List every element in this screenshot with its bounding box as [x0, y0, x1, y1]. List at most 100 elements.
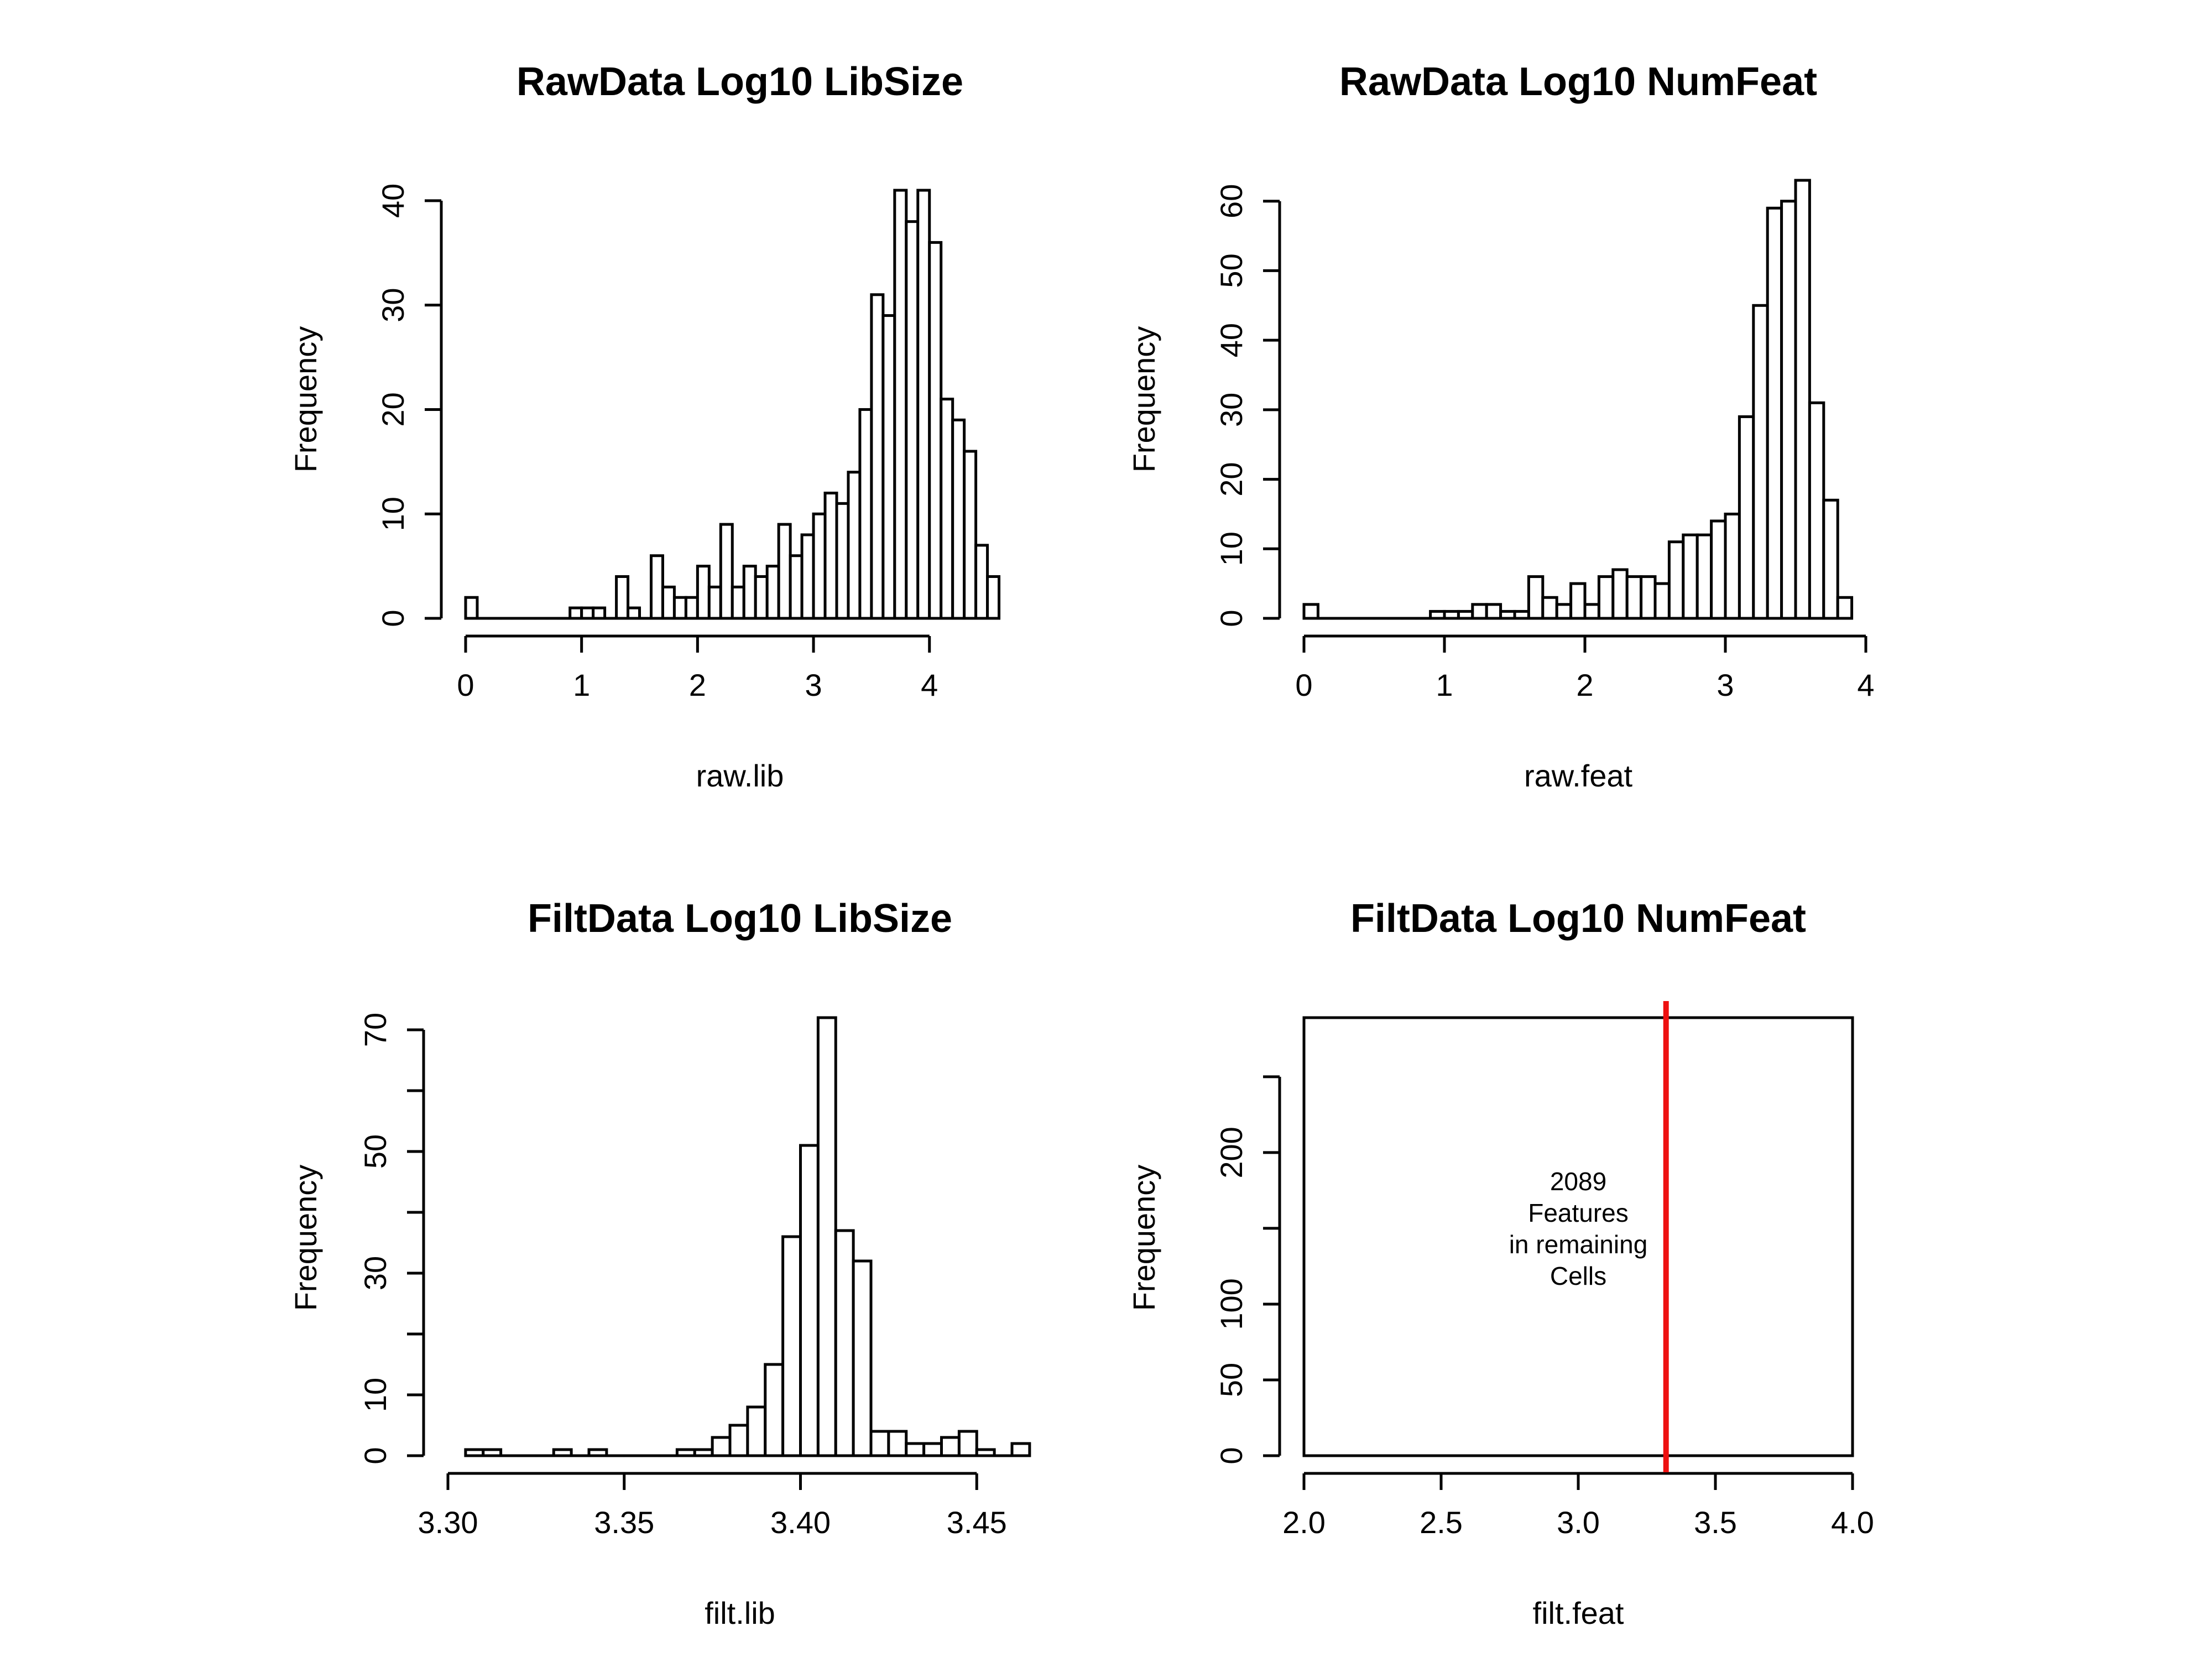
histogram-bar [975, 1448, 996, 1457]
annotation-line: Cells [1550, 1262, 1606, 1290]
y-axis: 0 50 100 200 [1214, 1075, 1281, 1465]
histogram-bar [1597, 575, 1615, 620]
annotation-line: Features [1528, 1199, 1629, 1227]
histogram-bar [1569, 582, 1587, 620]
y-axis-label: Frequency [288, 326, 323, 473]
x-axis: 3.30 3.35 3.40 3.45 [418, 1472, 1007, 1540]
chart-title: FiltData Log10 NumFeat [1350, 897, 1806, 941]
y-tick-label: 40 [375, 184, 410, 218]
histogram-bar [858, 408, 873, 620]
histogram-bar [812, 512, 827, 620]
histogram-bar [1822, 498, 1839, 620]
histogram-bar [587, 1448, 608, 1457]
histogram-bar [922, 1442, 943, 1457]
x-axis-label: raw.feat [1524, 758, 1633, 793]
y-tick-label: 30 [375, 288, 410, 322]
histogram-bar [887, 1430, 908, 1457]
histogram-bar [1640, 575, 1657, 620]
histogram-bar [940, 1436, 961, 1457]
x-tick-label: 3.40 [770, 1505, 831, 1540]
histogram-bars [1302, 1016, 1854, 1457]
histogram-bar [568, 606, 583, 620]
x-tick-label: 4.0 [1831, 1505, 1874, 1540]
histogram-bar [719, 523, 734, 620]
y-axis: 0 10 20 30 40 50 60 [1214, 184, 1281, 627]
histogram-bars [464, 1016, 1031, 1457]
histogram-bar [835, 502, 850, 620]
y-tick-label: 20 [1214, 462, 1249, 496]
histogram-bar [777, 523, 792, 620]
histogram-bar [1653, 582, 1671, 620]
histogram-bar [1738, 415, 1755, 620]
histogram-bar [963, 450, 978, 620]
x-tick-label: 4 [921, 668, 938, 702]
histogram-bar [711, 1436, 732, 1457]
histogram-bar [1710, 519, 1727, 620]
histogram-bar [696, 565, 711, 620]
histogram-bar [1780, 200, 1797, 620]
histogram-bar [627, 606, 641, 620]
y-tick-label: 50 [358, 1134, 393, 1169]
histogram-bar [799, 1144, 820, 1457]
histogram-bar [1513, 609, 1530, 620]
histogram-bar [464, 596, 479, 620]
histogram-bar [951, 418, 966, 620]
histogram-bar [928, 241, 943, 620]
panel-filt-numfeat: FiltData Log10 NumFeat filt.feat Frequen… [1126, 897, 1874, 1630]
histogram-bar [675, 1448, 696, 1457]
y-tick-label: 10 [1214, 532, 1249, 566]
y-tick-label: 50 [1214, 1363, 1249, 1397]
x-tick-label: 2 [689, 668, 706, 702]
histogram-bar [1443, 609, 1460, 620]
x-tick-label: 3.5 [1694, 1505, 1737, 1540]
histogram-bar [1527, 575, 1545, 620]
histogram-bar [1724, 512, 1741, 620]
x-tick-label: 3.35 [594, 1505, 654, 1540]
histogram-bar [1429, 609, 1446, 620]
x-axis-label: raw.lib [696, 758, 784, 793]
x-tick-label: 4 [1857, 668, 1874, 702]
histogram-bar [1836, 596, 1854, 620]
histogram-bar [1611, 568, 1629, 620]
x-axis-label: filt.feat [1533, 1596, 1624, 1630]
y-tick-label: 0 [358, 1447, 393, 1464]
histogram-bar [905, 220, 920, 620]
histogram-bar [800, 533, 815, 620]
x-tick-label: 3.45 [947, 1505, 1007, 1540]
histogram-bar [1794, 179, 1811, 620]
histogram-bar [881, 314, 896, 620]
panel-filt-libsize: FiltData Log10 LibSize filt.lib Frequenc… [288, 897, 1031, 1630]
x-axis: 0 1 2 3 4 [1295, 634, 1875, 702]
histogram-bar [1302, 603, 1319, 620]
histogram-bar [1682, 533, 1699, 620]
annotation-line: 2089 [1550, 1167, 1606, 1196]
histogram-bar [1667, 540, 1685, 620]
x-tick-label: 2.0 [1282, 1505, 1326, 1540]
x-tick-label: 0 [1295, 668, 1312, 702]
histogram-bar [707, 585, 722, 620]
histogram-bar [754, 575, 769, 620]
chart-title: RawData Log10 NumFeat [1339, 60, 1817, 104]
histogram-bar [852, 1259, 873, 1457]
histogram-bar [789, 554, 804, 620]
y-tick-label: 30 [1214, 393, 1249, 427]
histogram-bar [870, 293, 885, 620]
histogram-bar [592, 606, 607, 620]
histogram-bar [1541, 596, 1558, 620]
histogram-bar [847, 471, 862, 620]
panel-raw-numfeat: RawData Log10 NumFeat raw.feat Frequency… [1126, 60, 1875, 793]
y-tick-label: 200 [1214, 1127, 1249, 1178]
histogram-bar [649, 554, 664, 620]
y-tick-label: 50 [1214, 253, 1249, 288]
histogram-bar [580, 606, 595, 620]
y-tick-label: 30 [358, 1256, 393, 1290]
histogram-bar [1808, 401, 1825, 620]
histogram-bar [615, 575, 630, 620]
histogram-bar [834, 1229, 855, 1457]
histogram-bar [1457, 609, 1474, 620]
histogram-bar [1583, 603, 1600, 620]
histogram-bar [869, 1430, 890, 1457]
x-axis: 2.0 2.5 3.0 3.5 4.0 [1282, 1472, 1874, 1540]
histogram-bar [974, 544, 989, 620]
